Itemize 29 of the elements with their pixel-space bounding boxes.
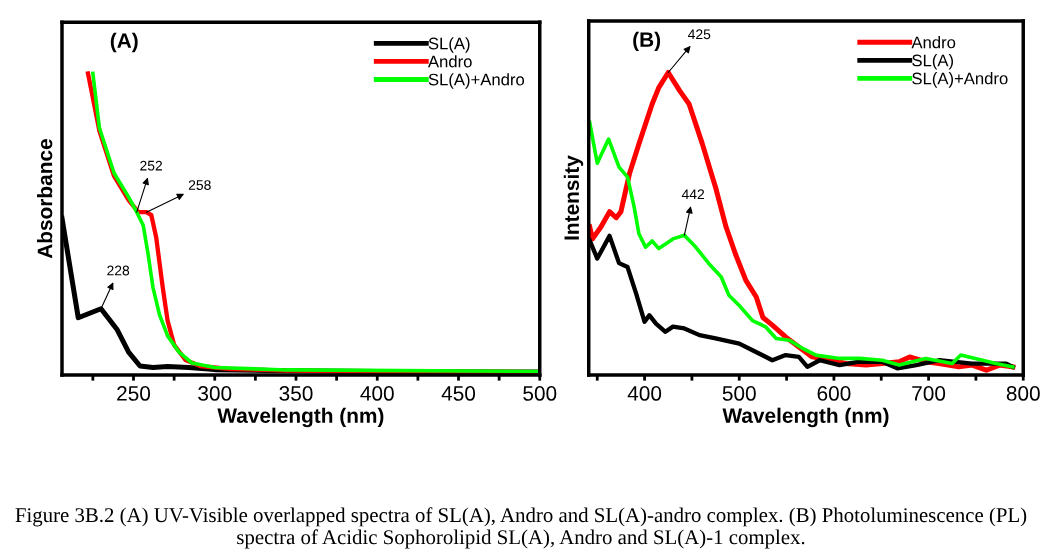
x-tick-label: 350 xyxy=(279,386,313,401)
legend-label: SL(A)+Andro xyxy=(912,72,1008,88)
x-tick-label: 800 xyxy=(1006,386,1040,401)
x-tick-label: 700 xyxy=(912,386,946,401)
x-tick-label: 400 xyxy=(360,386,394,401)
x-tick-label: 300 xyxy=(198,386,232,401)
legend-label: Andro xyxy=(427,55,472,68)
x-tick-label: 600 xyxy=(817,386,851,401)
annotation: 425 xyxy=(688,29,711,40)
x-tick-label: 250 xyxy=(117,386,151,401)
annotation: 228 xyxy=(107,265,130,276)
chart-title: (A) xyxy=(110,32,138,53)
legend-label: Andro xyxy=(911,36,956,49)
x-tick-label: 500 xyxy=(722,386,756,401)
caption: Figure 3B.2 (A) UV-Visible overlapped spectra of SL(A), Andro and SL(A)-andro complex. (B) Photoluminescence (PL) spectra of Acidic Sophorolipid SL(A), Andro and SL(A)-1 complex. xyxy=(15,507,1027,549)
y-axis-title: Absorbance xyxy=(37,139,53,259)
chart-title: (B) xyxy=(633,31,661,52)
x-tick-label: 450 xyxy=(441,386,476,401)
x-axis-title: Wavelength (nm) xyxy=(722,407,889,428)
annotation: 442 xyxy=(681,189,705,200)
y-axis-title: Intensity xyxy=(563,155,584,240)
legend-label: SL(A) xyxy=(912,54,953,70)
legend-label: SL(A) xyxy=(428,37,470,53)
annotation: 252 xyxy=(140,160,162,171)
legend-label: SL(A)+Andro xyxy=(428,73,525,89)
x-tick-label: 500 xyxy=(523,386,557,401)
x-tick-label: 400 xyxy=(627,386,662,401)
annotation: 258 xyxy=(188,180,211,190)
x-axis-title: Wavelength (nm) xyxy=(217,407,384,428)
